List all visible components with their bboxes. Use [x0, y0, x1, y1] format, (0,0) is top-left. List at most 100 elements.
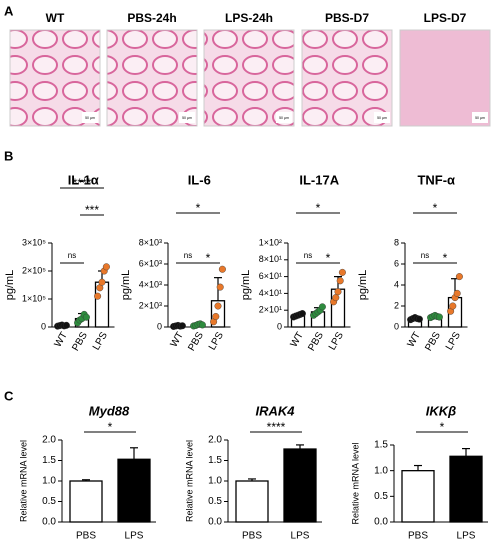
significance-label: *	[316, 201, 321, 215]
histology-image	[301, 29, 393, 127]
significance-label: *	[440, 420, 445, 434]
y-tick-label: 1.5	[374, 440, 388, 451]
y-tick-label: 2	[394, 300, 399, 310]
x-tick-label: WT	[289, 330, 306, 349]
significance-label: ***	[85, 203, 99, 217]
y-tick-label: 4	[394, 279, 399, 289]
y-tick-label: 1×10⁵	[22, 293, 46, 303]
image-label: LPS-24h	[225, 11, 273, 25]
data-point	[62, 321, 70, 329]
x-tick-label: PBS	[408, 531, 428, 542]
significance-label: *	[206, 251, 211, 265]
image-label: WT	[46, 11, 65, 25]
y-tick-label: 1.0	[208, 476, 222, 487]
y-axis-label: pg/mL	[4, 270, 16, 301]
data-point	[336, 277, 344, 285]
y-axis-label: Relative mRNA level	[184, 440, 194, 522]
x-tick-label: LPS	[125, 531, 144, 542]
y-tick-label: 0.5	[208, 496, 222, 507]
data-point	[216, 283, 224, 291]
y-tick-label: 6×10³	[139, 258, 162, 268]
data-point	[332, 294, 340, 302]
y-tick-label: 0.0	[42, 517, 56, 528]
data-point	[214, 302, 222, 310]
y-axis-label: pg/mL	[357, 270, 369, 301]
y-tick-label: 8	[394, 237, 399, 247]
scale-bar-label: 50 µm	[85, 116, 95, 120]
data-point	[338, 268, 346, 276]
y-tick-label: 3×10⁵	[22, 237, 46, 247]
scale-bar-label: 50 µm	[279, 116, 289, 120]
bar	[283, 448, 317, 523]
scale-box	[276, 112, 292, 123]
chart-title: IL-1α	[68, 172, 99, 187]
y-tick-label: 8×10¹	[259, 254, 282, 264]
y-tick-label: 2.0	[42, 435, 56, 446]
bar	[235, 480, 269, 523]
x-tick-label: LPS	[291, 531, 310, 542]
data-point	[82, 313, 90, 321]
y-tick-label: 0	[277, 321, 282, 331]
y-axis-label: Relative mRNA level	[350, 442, 360, 524]
y-tick-label: 6×10¹	[259, 271, 282, 281]
significance-label: *	[108, 420, 113, 434]
panel-label: B	[4, 148, 13, 163]
y-tick-label: 0.5	[374, 491, 388, 502]
scale-box	[374, 112, 390, 123]
data-point	[212, 313, 220, 321]
data-point	[455, 273, 463, 281]
scale-bar-label: 50 µm	[377, 116, 387, 120]
data-point	[415, 315, 423, 323]
x-tick-label: WT	[406, 330, 423, 349]
y-axis-label: pg/mL	[240, 270, 252, 301]
y-tick-label: 0.0	[208, 517, 222, 528]
x-tick-label: LPS	[444, 330, 463, 352]
data-point	[318, 303, 326, 311]
x-tick-label: PBS	[306, 330, 326, 353]
histology-image	[399, 29, 491, 127]
y-tick-label: 2×10¹	[259, 305, 282, 315]
y-tick-label: 4×10¹	[259, 288, 282, 298]
chart-title: IKKβ	[426, 403, 456, 418]
image-label: PBS-24h	[127, 11, 176, 25]
y-tick-label: 8×10³	[139, 237, 162, 247]
chart-title: IL-17A	[299, 172, 339, 187]
y-tick-label: 0	[41, 321, 46, 331]
panel-label: C	[4, 388, 14, 403]
data-point	[98, 278, 106, 286]
y-tick-label: 2.0	[208, 435, 222, 446]
significance-label: *	[443, 251, 448, 265]
image-label: PBS-D7	[325, 11, 369, 25]
significance-label: ns	[68, 251, 76, 260]
significance-label: *	[196, 201, 201, 215]
chart-title: IL-6	[188, 172, 211, 187]
data-point	[198, 321, 206, 329]
y-tick-label: 1×10²	[259, 237, 282, 247]
y-tick-label: 0	[394, 321, 399, 331]
histology-image	[203, 29, 295, 127]
y-tick-label: 2×10³	[139, 300, 162, 310]
data-point	[178, 322, 186, 330]
x-tick-label: WT	[53, 330, 70, 349]
data-point	[449, 302, 457, 310]
chart-title: TNF-α	[417, 172, 455, 187]
data-point	[334, 288, 342, 296]
x-tick-label: PBS	[70, 330, 90, 353]
x-tick-label: PBS	[242, 531, 262, 542]
x-tick-label: PBS	[76, 531, 96, 542]
y-tick-label: 1.5	[42, 455, 56, 466]
significance-label: ns	[184, 251, 192, 260]
x-tick-label: WT	[169, 330, 186, 349]
data-point	[435, 313, 443, 321]
significance-label: ns	[421, 251, 429, 260]
significance-label: *	[326, 251, 331, 265]
y-tick-label: 1.5	[208, 455, 222, 466]
data-point	[218, 265, 226, 273]
chart-title: IRAK4	[255, 403, 295, 418]
significance-label: ****	[73, 176, 92, 190]
bar	[69, 480, 103, 523]
histology-image	[106, 29, 198, 127]
y-tick-label: 1.0	[374, 465, 388, 476]
data-point	[102, 263, 110, 271]
